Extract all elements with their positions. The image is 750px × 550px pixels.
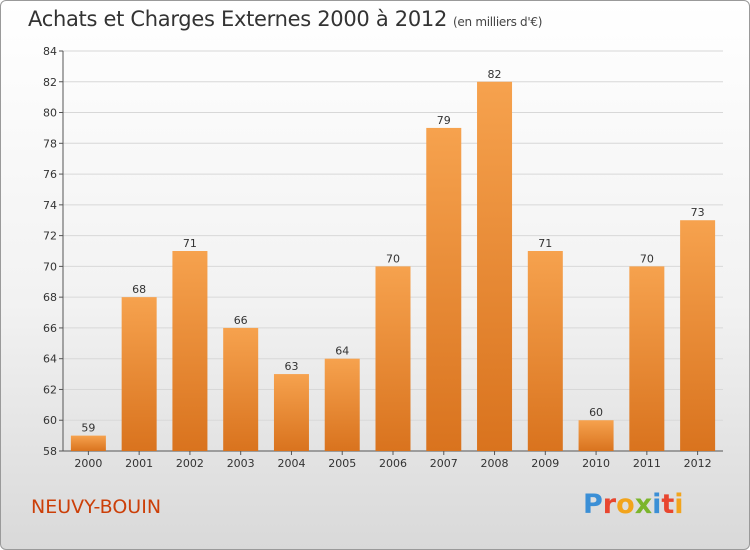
y-tick-label: 66: [43, 322, 57, 335]
x-tick-label: 2001: [125, 457, 153, 470]
logo-letter: o: [616, 489, 635, 520]
y-tick-label: 78: [43, 137, 57, 150]
y-tick-label: 60: [43, 414, 57, 427]
bar-2008[interactable]: [477, 81, 513, 452]
value-label: 73: [691, 206, 705, 219]
value-label: 64: [335, 345, 349, 358]
value-label: 59: [81, 422, 95, 435]
x-tick-label: 2009: [531, 457, 559, 470]
logo-letter: r: [602, 489, 617, 520]
bar-2000[interactable]: [70, 435, 106, 451]
city-name: NEUVY-BOUIN: [31, 496, 162, 518]
logo-letter: P: [583, 489, 603, 520]
value-label: 68: [132, 283, 146, 296]
bar-2001[interactable]: [121, 297, 157, 451]
x-tick-label: 2003: [227, 457, 255, 470]
value-label: 71: [183, 237, 197, 250]
value-label: 70: [386, 252, 400, 265]
bar-2011[interactable]: [629, 266, 665, 451]
y-tick-label: 74: [43, 199, 57, 212]
value-label: 66: [234, 314, 248, 327]
y-tick-label: 72: [43, 230, 57, 243]
bar-2012[interactable]: [680, 220, 716, 451]
logo-letter: i: [652, 489, 662, 520]
y-tick-label: 70: [43, 260, 57, 273]
x-tick-label: 2000: [74, 457, 102, 470]
y-tick-label: 58: [43, 445, 57, 458]
bar-2009[interactable]: [527, 251, 563, 451]
bar-2005[interactable]: [324, 358, 360, 451]
value-label: 60: [589, 406, 603, 419]
x-tick-label: 2006: [379, 457, 407, 470]
x-tick-label: 2012: [684, 457, 712, 470]
value-label: 82: [488, 68, 502, 81]
bar-2003[interactable]: [223, 327, 259, 451]
x-tick-label: 2008: [481, 457, 509, 470]
y-tick-label: 82: [43, 76, 57, 89]
y-tick-label: 64: [43, 353, 57, 366]
x-tick-label: 2010: [582, 457, 610, 470]
y-tick-label: 62: [43, 383, 57, 396]
x-tick-label: 2002: [176, 457, 204, 470]
value-label: 63: [284, 360, 298, 373]
bar-2006[interactable]: [375, 266, 411, 451]
x-tick-label: 2004: [277, 457, 305, 470]
y-tick-label: 76: [43, 168, 57, 181]
x-tick-label: 2007: [430, 457, 458, 470]
x-tick-label: 2005: [328, 457, 356, 470]
y-tick-label: 80: [43, 107, 57, 120]
y-tick-label: 84: [43, 45, 57, 58]
value-label: 71: [538, 237, 552, 250]
chart-title: Achats et Charges Externes 2000 à 2012 (e…: [28, 7, 542, 31]
chart-title-text: Achats et Charges Externes 2000 à 2012: [28, 7, 448, 31]
bar-2007[interactable]: [426, 127, 462, 451]
logo-letter: x: [634, 489, 653, 520]
bar-2002[interactable]: [172, 251, 208, 451]
value-label: 79: [437, 114, 451, 127]
value-label: 70: [640, 252, 654, 265]
proxiti-logo[interactable]: Proxiti: [583, 489, 684, 520]
bars: [70, 81, 716, 452]
logo-letter: t: [661, 489, 675, 520]
bar-2004[interactable]: [273, 374, 309, 451]
x-tick-label: 2011: [633, 457, 661, 470]
bar-2010[interactable]: [578, 420, 614, 451]
logo-letter: i: [674, 489, 684, 520]
y-tick-label: 68: [43, 291, 57, 304]
labels: 58 60 62 64 66 68 70 72 74 76 78 80 82 84 59 2000 68 2001…: [43, 45, 712, 470]
chart-subtitle: (en milliers d'€): [453, 15, 543, 29]
